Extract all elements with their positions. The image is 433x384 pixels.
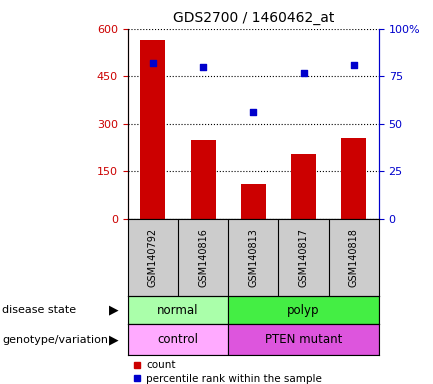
Text: normal: normal — [157, 304, 199, 316]
Text: ▶: ▶ — [110, 304, 119, 316]
Point — [250, 109, 257, 116]
Title: GDS2700 / 1460462_at: GDS2700 / 1460462_at — [173, 11, 334, 25]
Point — [350, 62, 357, 68]
Bar — [191, 140, 216, 219]
Bar — [341, 138, 366, 219]
Bar — [291, 154, 316, 219]
Bar — [128, 324, 228, 355]
Point — [149, 60, 156, 66]
Text: GSM140817: GSM140817 — [298, 228, 309, 287]
Point — [300, 70, 307, 76]
Text: genotype/variation: genotype/variation — [2, 335, 108, 345]
Text: GSM140813: GSM140813 — [248, 228, 259, 287]
Bar — [228, 296, 379, 324]
Text: polyp: polyp — [287, 304, 320, 316]
Text: ▶: ▶ — [110, 333, 119, 346]
Text: control: control — [158, 333, 198, 346]
Legend: count, percentile rank within the sample: count, percentile rank within the sample — [133, 361, 322, 384]
Point — [200, 64, 207, 70]
Bar — [241, 184, 266, 219]
Bar — [128, 296, 228, 324]
Text: disease state: disease state — [2, 305, 76, 315]
Text: PTEN mutant: PTEN mutant — [265, 333, 342, 346]
Text: GSM140818: GSM140818 — [349, 228, 359, 287]
Bar — [140, 40, 165, 219]
Bar — [228, 324, 379, 355]
Text: GSM140816: GSM140816 — [198, 228, 208, 287]
Text: GSM140792: GSM140792 — [148, 228, 158, 287]
